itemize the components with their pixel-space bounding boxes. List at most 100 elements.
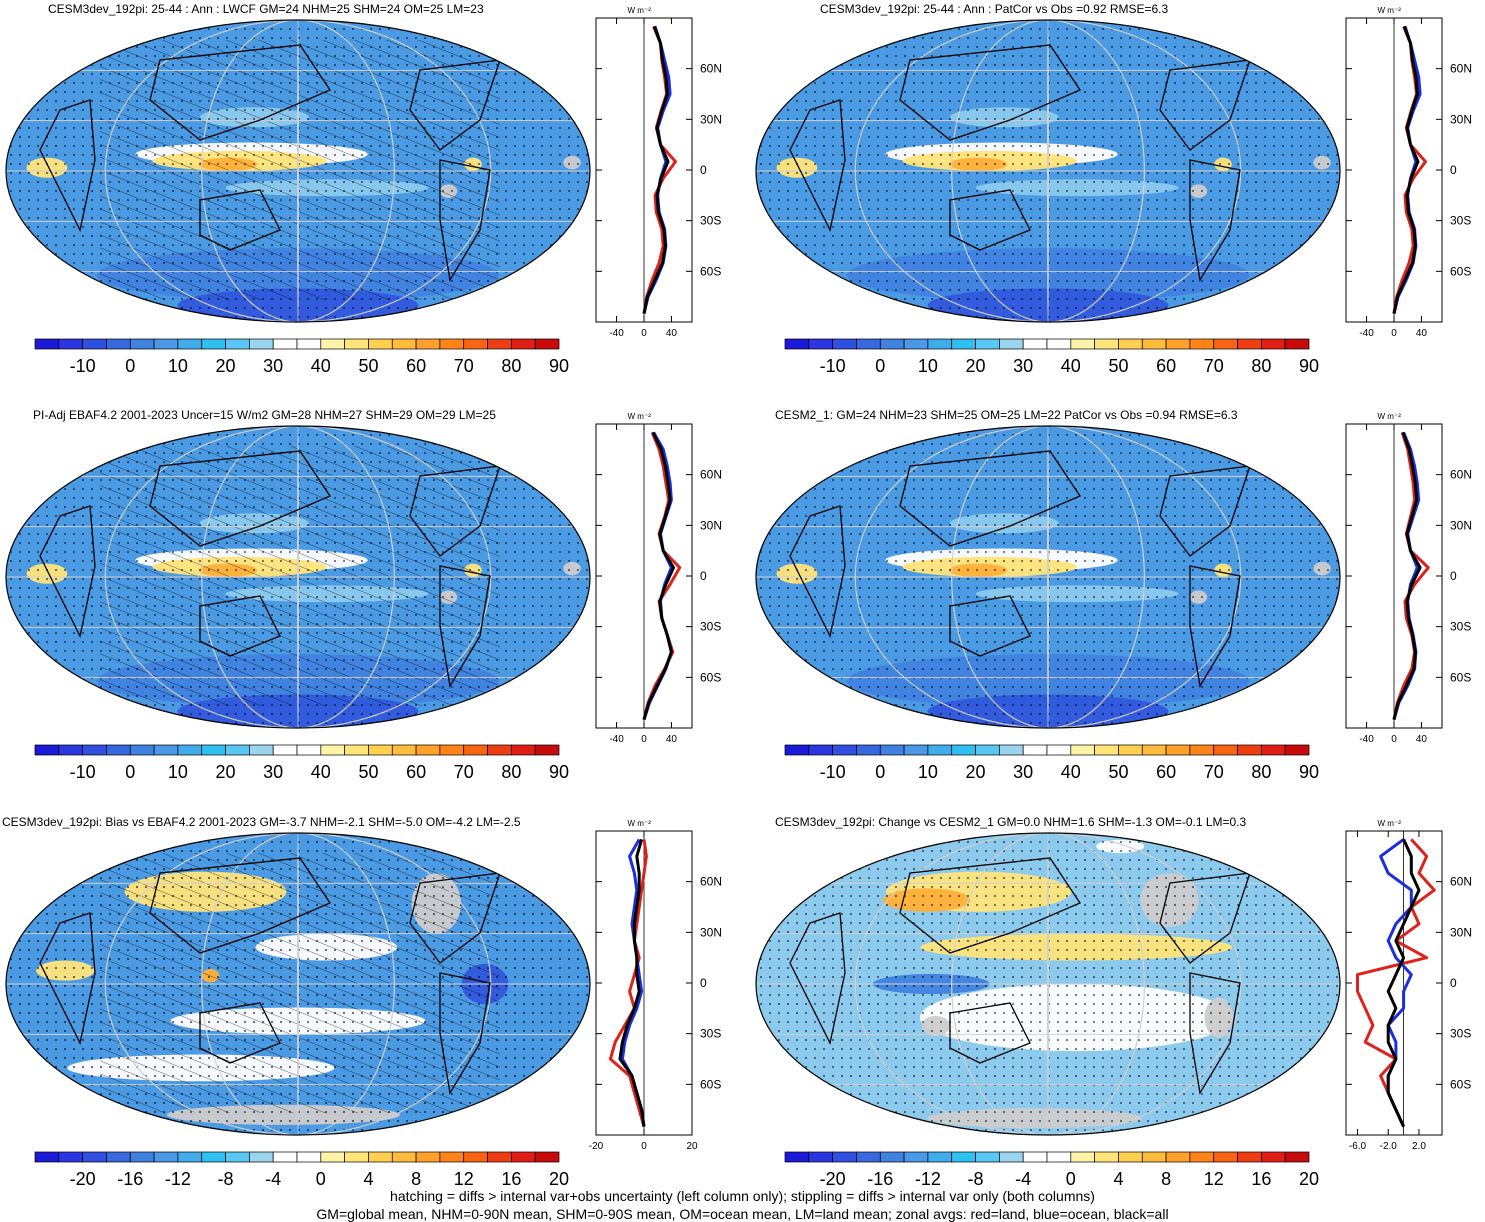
zonal-x-tick-label: 20 [686, 1141, 698, 1152]
colorbar-label: 80 [501, 356, 521, 376]
zonal-x-tick-label: -40 [609, 734, 624, 745]
panel-title: CESM3dev_192pi: Change vs CESM2_1 GM=0.0… [775, 815, 1247, 829]
zonal-x-tick-label: 40 [1416, 328, 1428, 339]
colorbar-swatch [368, 744, 393, 756]
colorbar-swatch [975, 338, 1000, 350]
colorbar-label: 10 [918, 356, 938, 376]
colorbar-swatch [177, 1151, 203, 1163]
colorbar-swatch [1094, 744, 1119, 756]
zonal-series-line [1392, 431, 1422, 720]
zonal-x-tick-label: 0 [641, 1141, 647, 1152]
colorbar-label: 50 [1108, 356, 1128, 376]
colorbar-swatch [1213, 338, 1238, 350]
colorbar-swatch [832, 744, 857, 756]
zonal-average-plot: W m⁻² 60N 30N 0 30S 60S -20 0 20 [589, 819, 722, 1152]
colorbar-label: 90 [1299, 762, 1319, 782]
colorbar-label: 0 [125, 356, 135, 376]
zonal-lat-tick-label: 0 [700, 163, 707, 177]
panel-4: CESM2_1: GM=24 NHM=23 SHM=25 OM=25 LM=22… [750, 406, 1485, 806]
colorbar-swatch [463, 338, 488, 350]
zonal-lat-tick-label: 60N [700, 468, 722, 482]
colorbar-label: 16 [1251, 1169, 1271, 1189]
world-map [756, 833, 1340, 1135]
colorbar-swatch [463, 1151, 488, 1163]
colorbar-swatch [784, 338, 810, 350]
colorbar-swatch [511, 338, 536, 350]
colorbar-label: 12 [1204, 1169, 1224, 1189]
zonal-lat-tick-label: 0 [1450, 569, 1457, 583]
colorbar-swatch [534, 744, 560, 756]
colorbar-swatch [903, 744, 929, 756]
colorbar-swatch [1094, 1151, 1119, 1163]
colorbar-swatch [951, 744, 976, 756]
zonal-lat-tick-label: 60S [700, 1077, 721, 1091]
colorbar-label: 0 [125, 762, 135, 782]
zonal-lat-tick-label: 30N [1450, 925, 1472, 939]
colorbar-label: 8 [411, 1169, 421, 1189]
colorbar-swatch [58, 744, 83, 756]
colorbar-swatch [1189, 744, 1215, 756]
zonal-lat-tick-label: 60S [1450, 1077, 1471, 1091]
colorbar-label: 4 [1113, 1169, 1123, 1189]
colorbar-label: 40 [311, 356, 331, 376]
colorbar-swatch [999, 744, 1024, 756]
colorbar-swatch [439, 1151, 465, 1163]
zonal-lat-tick-label: 30S [1450, 1027, 1471, 1041]
colorbar-swatch [439, 338, 465, 350]
colorbar-label: -12 [915, 1169, 941, 1189]
colorbar-label: 80 [1251, 762, 1271, 782]
colorbar-swatch [1165, 338, 1191, 350]
colorbar-swatch [296, 744, 322, 756]
colorbar-swatch [975, 1151, 1000, 1163]
colorbar-swatch [1213, 744, 1238, 756]
colorbar-label: 70 [454, 762, 474, 782]
map-border [5, 19, 591, 323]
map-border [755, 19, 1341, 323]
colorbar-swatch [1165, 1151, 1191, 1163]
colorbar-swatch [1261, 338, 1286, 350]
colorbar-swatch [832, 338, 857, 350]
colorbar-label: -8 [968, 1169, 984, 1189]
colorbar-label: 16 [501, 1169, 521, 1189]
colorbar-swatch [368, 1151, 393, 1163]
panel-graphics: -10 0 10 20 30 40 50 60 70 80 90 W m⁻² 60N 30N 0 30S 60S… [5, 6, 722, 376]
zonal-x-tick-label: -20 [589, 1141, 604, 1152]
colorbar-swatch [1237, 338, 1262, 350]
colorbar-swatch [784, 744, 810, 756]
colorbar-swatch [808, 1151, 833, 1163]
colorbar-swatch [534, 338, 560, 350]
colorbar-swatch [296, 1151, 322, 1163]
zonal-lat-tick-label: 30S [700, 214, 721, 228]
panel-graphics: -20 -16 -12 -8 -4 0 4 8 12 16 20 W m⁻² 60N 30N 0 30S 60S… [755, 819, 1472, 1189]
colorbar-swatch [225, 744, 250, 756]
colorbar-swatch [1141, 744, 1167, 756]
colorbar-swatch [153, 338, 179, 350]
colorbar-label: 30 [1013, 356, 1033, 376]
colorbar-swatch [415, 744, 441, 756]
colorbar-swatch [1284, 744, 1310, 756]
colorbar-label: 60 [1156, 762, 1176, 782]
colorbar-label: 60 [406, 356, 426, 376]
colorbar-label: 90 [549, 356, 569, 376]
colorbar-swatch [927, 338, 953, 350]
zonal-lat-tick-label: 30N [1450, 518, 1472, 532]
colorbar-swatch [201, 338, 226, 350]
zonal-x-tick-label: 40 [666, 734, 678, 745]
panel-graphics: -10 0 10 20 30 40 50 60 70 80 90 W m⁻² 60N 30N 0 30S 60S… [5, 412, 722, 782]
zonal-lat-tick-label: 30N [700, 925, 722, 939]
colorbar-swatch [1070, 338, 1095, 350]
panel-2: CESM3dev_192pi: 25-44 : Ann : PatCor vs … [750, 0, 1485, 400]
colorbar-swatch [129, 744, 155, 756]
colorbar-swatch [368, 338, 393, 350]
colorbar-swatch [249, 338, 274, 350]
colorbar-label: 60 [1156, 356, 1176, 376]
colorbar-label: 10 [168, 356, 188, 376]
colorbar-swatch [391, 744, 417, 756]
map-border [755, 832, 1341, 1136]
colorbar-swatch [1022, 1151, 1048, 1163]
colorbar-swatch [272, 744, 298, 756]
colorbar-swatch [879, 744, 905, 756]
colorbar-label: 70 [1204, 356, 1224, 376]
colorbar-label: -16 [117, 1169, 143, 1189]
colorbar-label: 10 [918, 762, 938, 782]
